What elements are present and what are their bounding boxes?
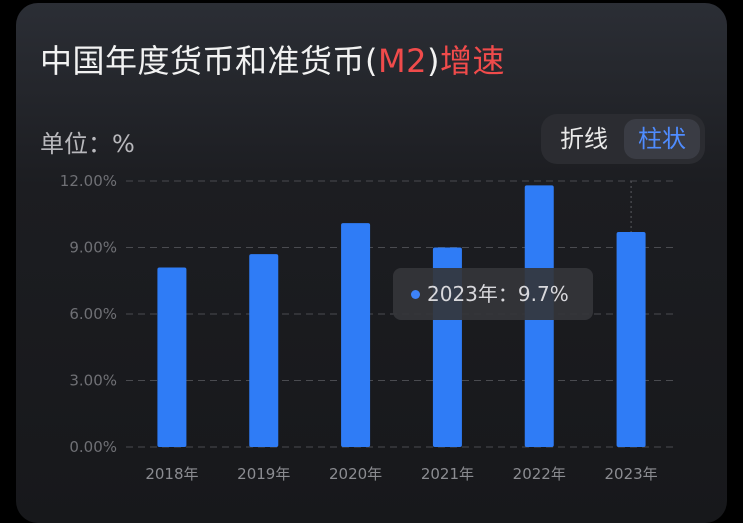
bar[interactable] bbox=[249, 254, 279, 447]
bar-chart: 0.00% 3.00% 6.00% 9.00% 12.00% 2018年 2019年 2020… bbox=[60, 172, 677, 483]
bar[interactable] bbox=[157, 267, 187, 447]
y-tick-label: 3.00% bbox=[69, 372, 117, 390]
x-tick-label: 2019年 bbox=[237, 465, 290, 483]
chart-tooltip: 2023年：9.7% bbox=[393, 268, 593, 320]
title-accent: M2 bbox=[378, 42, 427, 80]
y-tick-label: 0.00% bbox=[69, 438, 117, 456]
tooltip-dot bbox=[411, 290, 420, 299]
chart-type-toggle: 折线 柱状 bbox=[541, 114, 705, 164]
x-tick-label: 2022年 bbox=[513, 465, 566, 483]
x-tick-label: 2023年 bbox=[604, 465, 657, 483]
y-tick-label: 9.00% bbox=[69, 239, 117, 257]
unit-label: 单位：% bbox=[40, 130, 135, 158]
x-tick-label: 2018年 bbox=[145, 465, 198, 483]
bar[interactable] bbox=[616, 231, 646, 447]
tooltip-text: 2023年：9.7% bbox=[427, 282, 569, 306]
y-tick-label: 12.00% bbox=[60, 172, 117, 190]
title-suffix: 增速 bbox=[439, 42, 505, 80]
title-close: ) bbox=[426, 42, 440, 80]
x-tick-label: 2021年 bbox=[421, 465, 474, 483]
bar[interactable] bbox=[341, 223, 371, 447]
toggle-line[interactable]: 折线 bbox=[560, 125, 608, 153]
toggle-bar[interactable]: 柱状 bbox=[624, 119, 700, 159]
chart-title: 中国年度货币和准货币(M2)增速 bbox=[40, 36, 505, 82]
chart-card bbox=[16, 3, 727, 523]
y-tick-label: 6.00% bbox=[69, 305, 117, 323]
title-text: 中国年度货币和准货币( bbox=[40, 42, 378, 80]
x-tick-label: 2020年 bbox=[329, 465, 382, 483]
